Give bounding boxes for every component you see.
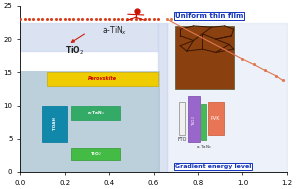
Point — [274, 74, 278, 77]
Point — [111, 18, 116, 21]
Text: a-TaN$_x$: a-TaN$_x$ — [87, 109, 105, 117]
Point — [120, 18, 125, 21]
Point — [280, 79, 285, 82]
Point — [165, 18, 169, 21]
Point — [151, 18, 156, 21]
Bar — [71, 148, 120, 160]
Point — [133, 18, 138, 21]
Point — [44, 18, 49, 21]
Bar — [20, 71, 160, 172]
Point — [80, 18, 85, 21]
Point — [116, 18, 120, 21]
Point — [27, 18, 31, 21]
Bar — [71, 105, 120, 120]
Text: TiO$_2$: TiO$_2$ — [190, 115, 198, 126]
Point — [262, 69, 267, 72]
Bar — [175, 26, 234, 89]
Point — [169, 18, 174, 21]
Text: Perovskite: Perovskite — [88, 77, 117, 81]
Point — [147, 18, 152, 21]
Point — [67, 18, 71, 21]
Point — [36, 18, 40, 21]
Point — [107, 18, 111, 21]
Point — [98, 18, 102, 21]
Point — [89, 18, 94, 21]
Text: PVK: PVK — [211, 116, 220, 121]
Point — [142, 18, 147, 21]
Point — [178, 18, 183, 21]
Point — [22, 18, 27, 21]
Point — [58, 18, 62, 21]
Bar — [42, 105, 67, 142]
Text: TOAH: TOAH — [53, 117, 57, 130]
Text: FTO: FTO — [178, 137, 187, 142]
Point — [182, 18, 187, 21]
Point — [49, 18, 54, 21]
Point — [71, 18, 76, 21]
Point — [31, 18, 36, 21]
Point — [125, 18, 129, 21]
Text: TiO$_2$: TiO$_2$ — [65, 44, 84, 57]
Point — [156, 18, 160, 21]
Text: Gradient energy level: Gradient energy level — [175, 164, 251, 169]
Point — [75, 18, 80, 21]
Bar — [201, 104, 206, 140]
Text: a-TaN$_x$: a-TaN$_x$ — [196, 143, 212, 151]
Point — [93, 18, 98, 21]
Point — [102, 18, 107, 21]
Bar — [47, 72, 158, 86]
Point — [173, 18, 178, 21]
Point — [62, 18, 67, 21]
Point — [251, 63, 256, 66]
Text: a-TiN$_x$: a-TiN$_x$ — [102, 24, 128, 37]
Point — [187, 18, 192, 21]
Point — [84, 18, 89, 21]
Text: TiO$_2$: TiO$_2$ — [90, 150, 102, 158]
Text: Uniform thin film: Uniform thin film — [175, 13, 243, 19]
Bar — [207, 102, 223, 135]
Point — [18, 18, 22, 21]
Point — [53, 18, 58, 21]
Bar — [188, 96, 200, 142]
Point — [40, 18, 45, 21]
Bar — [179, 102, 185, 135]
Point — [129, 18, 134, 21]
Point — [240, 58, 245, 61]
Point — [138, 18, 143, 21]
